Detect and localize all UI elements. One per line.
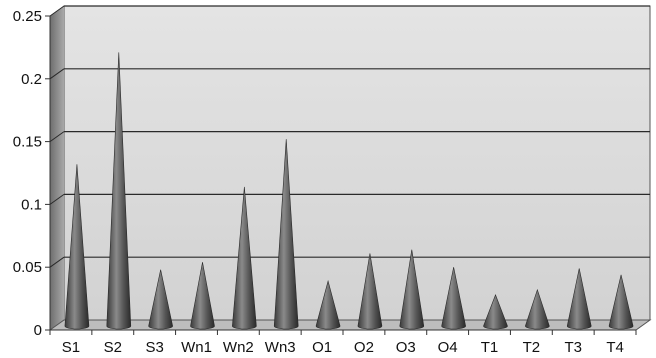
bar-Wn1 — [190, 262, 215, 330]
x-axis-ticks: S1 S2 S3 Wn1 Wn2 Wn3 O1 O2 O3 O4 T1 T2 T3 T4 — [49, 330, 637, 356]
gridline-side — [49, 131, 65, 143]
x-tick-label: T4 — [606, 339, 624, 356]
bar-O1 — [315, 279, 341, 330]
bar-T1 — [483, 294, 508, 330]
bar-S3 — [148, 269, 173, 330]
bar-O2 — [357, 253, 383, 330]
bars — [64, 52, 634, 330]
x-tick-label: T1 — [481, 339, 499, 356]
x-tick-label: S1 — [62, 339, 80, 356]
bar-Wn3 — [273, 139, 299, 330]
bar-T4 — [608, 274, 634, 330]
y-axis-ticks: 0 0.05 0.1 0.15 0.2 0.25 — [13, 8, 50, 339]
y-tick-label: 0 — [34, 322, 42, 339]
x-tick-label: O3 — [396, 339, 416, 356]
y-tick-label: 0.25 — [13, 8, 42, 25]
x-tick-label: S2 — [104, 339, 122, 356]
bar-S1 — [64, 164, 90, 330]
bar-O4 — [441, 267, 466, 330]
bar-Wn2 — [232, 186, 257, 330]
plot-background — [63, 5, 651, 321]
y-tick-label: 0.05 — [13, 259, 42, 276]
x-tick-label: O1 — [312, 339, 332, 356]
gridline-side — [49, 193, 65, 205]
x-tick-label: O2 — [354, 339, 374, 356]
x-tick-label: O4 — [438, 339, 458, 356]
x-tick-label: Wn3 — [265, 339, 296, 356]
y-tick-label: 0.15 — [13, 134, 42, 151]
x-tick-label: Wn2 — [223, 339, 254, 356]
bar-S2 — [106, 52, 132, 330]
gridline-side — [49, 5, 65, 17]
gridline-side — [49, 256, 65, 268]
bar-T3 — [566, 268, 592, 330]
x-tick-label: Wn1 — [181, 339, 212, 356]
left-side-wall — [50, 6, 64, 330]
x-tick-label: T2 — [523, 339, 541, 356]
floor — [48, 319, 652, 331]
y-tick-label: 0.1 — [21, 196, 42, 213]
x-tick-label: S3 — [145, 339, 163, 356]
gridlines — [49, 5, 650, 268]
bar-T2 — [525, 288, 550, 330]
y-tick-label: 0.2 — [21, 71, 42, 88]
gridline-side — [49, 68, 65, 80]
x-tick-label: T3 — [564, 339, 582, 356]
bar-O3 — [399, 249, 425, 330]
